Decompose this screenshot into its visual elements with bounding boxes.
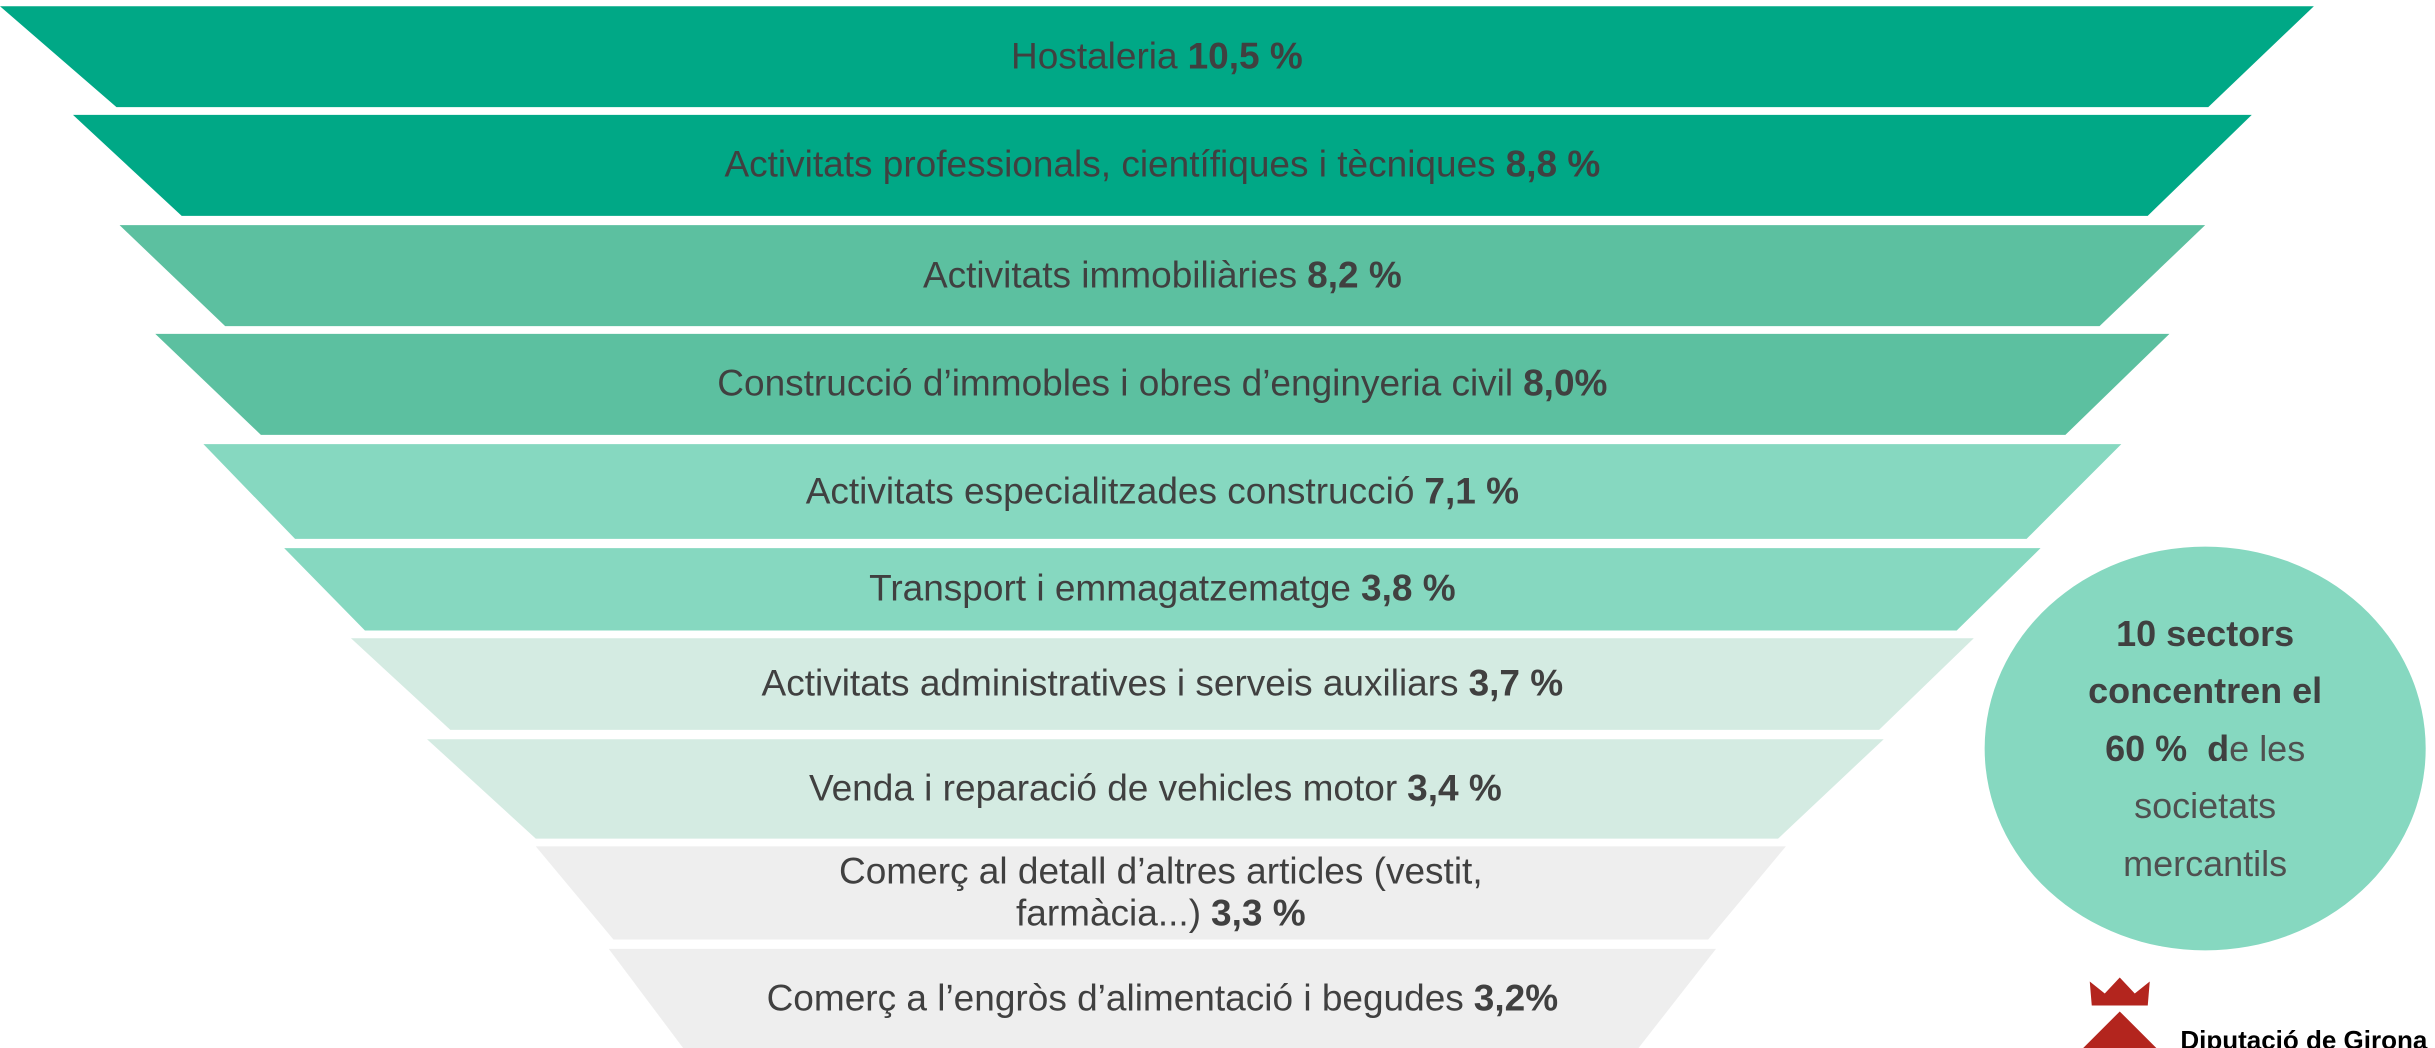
category-label: Venda i reparació de vehicles motor bbox=[808, 767, 1398, 809]
annotation-text: societats bbox=[2134, 785, 2277, 827]
value-label: 8,0% bbox=[1523, 363, 1608, 405]
funnel-segment bbox=[535, 846, 1786, 940]
category-label: Hostaleria bbox=[1011, 35, 1178, 77]
value-label: 3,3 % bbox=[1211, 892, 1306, 934]
category-label: Transport i emmagatzematge bbox=[869, 568, 1351, 610]
annotation-text: mercantils bbox=[2123, 842, 2288, 884]
funnel-segment bbox=[119, 225, 2206, 327]
funnel-segment bbox=[427, 739, 1884, 839]
annotation-line: 60 % de les bbox=[2088, 720, 2322, 778]
value-label: 3,7 % bbox=[1468, 662, 1564, 704]
category-label: Activitats immobiliàries bbox=[922, 254, 1298, 296]
value-label: 8,8 % bbox=[1505, 144, 1601, 186]
category-label: Construcció d’immobles i obres d’enginye… bbox=[717, 363, 1514, 405]
funnel-segment bbox=[72, 114, 2252, 216]
segment-label: Activitats especialitzades construcció 7,… bbox=[806, 470, 1519, 513]
annotation-line: mercantils bbox=[2088, 835, 2322, 893]
logo-shield bbox=[2083, 1011, 2157, 1048]
annotation-circle bbox=[1984, 546, 2426, 951]
annotation-line: societats bbox=[2088, 777, 2322, 835]
funnel-segment bbox=[155, 333, 2170, 435]
category-label: Activitats administratives i serveis aux… bbox=[761, 662, 1459, 704]
funnel-segment bbox=[284, 548, 2041, 631]
annotation-text: 60 % d bbox=[2105, 727, 2230, 769]
funnel-segment bbox=[0, 6, 2314, 108]
annotation-text: concentren el bbox=[2088, 670, 2323, 712]
annotation-text: e les bbox=[2229, 727, 2306, 769]
annotation: 10 sectors concentren el 60 % de les societ… bbox=[2088, 605, 2322, 893]
segment-label: Activitats professionals, científiques i… bbox=[724, 144, 1600, 187]
value-label: 10,5 % bbox=[1187, 35, 1303, 77]
segment-label: Venda i reparació de vehicles motor 3,4 % bbox=[809, 768, 1502, 811]
annotation-line: concentren el bbox=[2088, 662, 2322, 720]
value-label: 3,8 % bbox=[1360, 568, 1456, 610]
segment-label: Comerç al detall d’altres articles (vest… bbox=[839, 850, 1483, 935]
segment-label: Construcció d’immobles i obres d’enginye… bbox=[717, 363, 1607, 406]
annotation-line: 10 sectors bbox=[2088, 605, 2322, 663]
logo-text: Diputació de Girona bbox=[2180, 1024, 2428, 1048]
annotation-text: 10 sectors bbox=[2116, 612, 2295, 654]
category-label: Activitats professionals, científiques i… bbox=[724, 144, 1496, 186]
value-label: 7,1 % bbox=[1424, 470, 1520, 512]
segment-label: Activitats immobiliàries 8,2 % bbox=[923, 254, 1402, 297]
category-label: Comerç al detall d’altres articles (vest… bbox=[839, 850, 1483, 934]
value-label: 8,2 % bbox=[1307, 254, 1402, 296]
value-label: 3,2% bbox=[1473, 977, 1559, 1019]
segment-label: Hostaleria 10,5 % bbox=[1011, 35, 1303, 78]
funnel-segment bbox=[203, 444, 2122, 539]
funnel-segment bbox=[350, 638, 1974, 730]
logo-crown bbox=[2089, 977, 2150, 1006]
category-label: Comerç a l’engròs d’alimentació i begude… bbox=[766, 977, 1464, 1019]
value-label: 3,4 % bbox=[1407, 767, 1502, 809]
segment-label: Transport i emmagatzematge 3,8 % bbox=[869, 568, 1456, 611]
segment-label: Comerç a l’engròs d’alimentació i begude… bbox=[767, 977, 1559, 1020]
category-label: Activitats especialitzades construcció bbox=[805, 470, 1415, 512]
funnel-segment bbox=[608, 948, 1716, 1048]
segment-label: Activitats administratives i serveis aux… bbox=[762, 663, 1564, 706]
